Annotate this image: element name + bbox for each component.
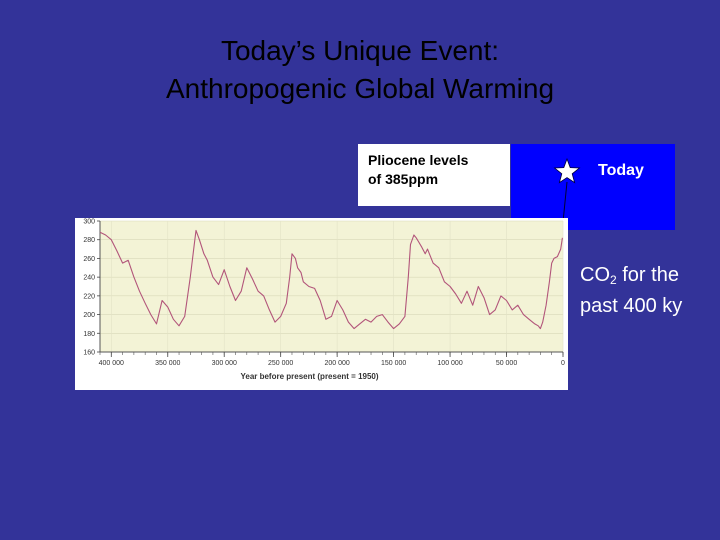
pliocene-callout: Pliocene levels of 385ppm bbox=[358, 144, 510, 206]
y-tick-label: 300 bbox=[83, 219, 95, 226]
pliocene-line-2: of 385ppm bbox=[368, 171, 439, 187]
x-tick-label: 150 000 bbox=[381, 360, 406, 367]
x-tick-label: 400 000 bbox=[99, 360, 124, 367]
x-tick-label: 300 000 bbox=[212, 360, 237, 367]
y-tick-label: 220 bbox=[83, 293, 95, 300]
co2-series-line bbox=[99, 229, 563, 330]
co2-caption: CO2 for the past 400 ky bbox=[580, 262, 720, 319]
pliocene-line-1: Pliocene levels bbox=[368, 152, 469, 168]
title-line-2: Anthropogenic Global Warming bbox=[165, 73, 555, 104]
x-tick-label: 50 000 bbox=[496, 360, 518, 367]
star-icon bbox=[553, 157, 581, 184]
today-label: Today bbox=[598, 162, 644, 179]
y-tick-label: 180 bbox=[83, 331, 95, 338]
slide-title: Today’s Unique Event: Anthropogenic Glob… bbox=[0, 32, 720, 108]
x-tick-label: 100 000 bbox=[437, 360, 462, 367]
co2-subscript: 2 bbox=[610, 273, 617, 287]
y-tick-label: 200 bbox=[83, 312, 95, 319]
x-tick-label: 350 000 bbox=[155, 360, 180, 367]
x-axis-label: Year before present (present = 1950) bbox=[240, 372, 378, 381]
y-tick-label: 260 bbox=[83, 256, 95, 263]
co2-suffix: for the bbox=[616, 264, 679, 286]
today-callout: Today bbox=[511, 144, 675, 230]
co2-caption-line-2: past 400 ky bbox=[580, 295, 683, 317]
plot-area bbox=[100, 221, 563, 352]
x-tick-label: 250 000 bbox=[268, 360, 293, 367]
pliocene-label: Pliocene levels of 385ppm bbox=[368, 151, 468, 189]
title-line-1: Today’s Unique Event: bbox=[220, 35, 500, 66]
co2-chart-svg: 400 000 350 000 300 000 250 000 200 000 150 0… bbox=[83, 219, 565, 382]
x-tick-label: 0 bbox=[561, 360, 565, 367]
y-tick-label: 240 bbox=[83, 275, 95, 282]
co2-prefix: CO bbox=[580, 264, 610, 286]
co2-caption-line-1: CO2 for the bbox=[580, 262, 720, 293]
co2-chart: 400 000 350 000 300 000 250 000 200 000 150 0… bbox=[75, 218, 568, 390]
y-tick-label: 280 bbox=[83, 237, 95, 244]
y-tick-label: 160 bbox=[83, 350, 95, 357]
x-tick-label: 200 000 bbox=[324, 360, 349, 367]
